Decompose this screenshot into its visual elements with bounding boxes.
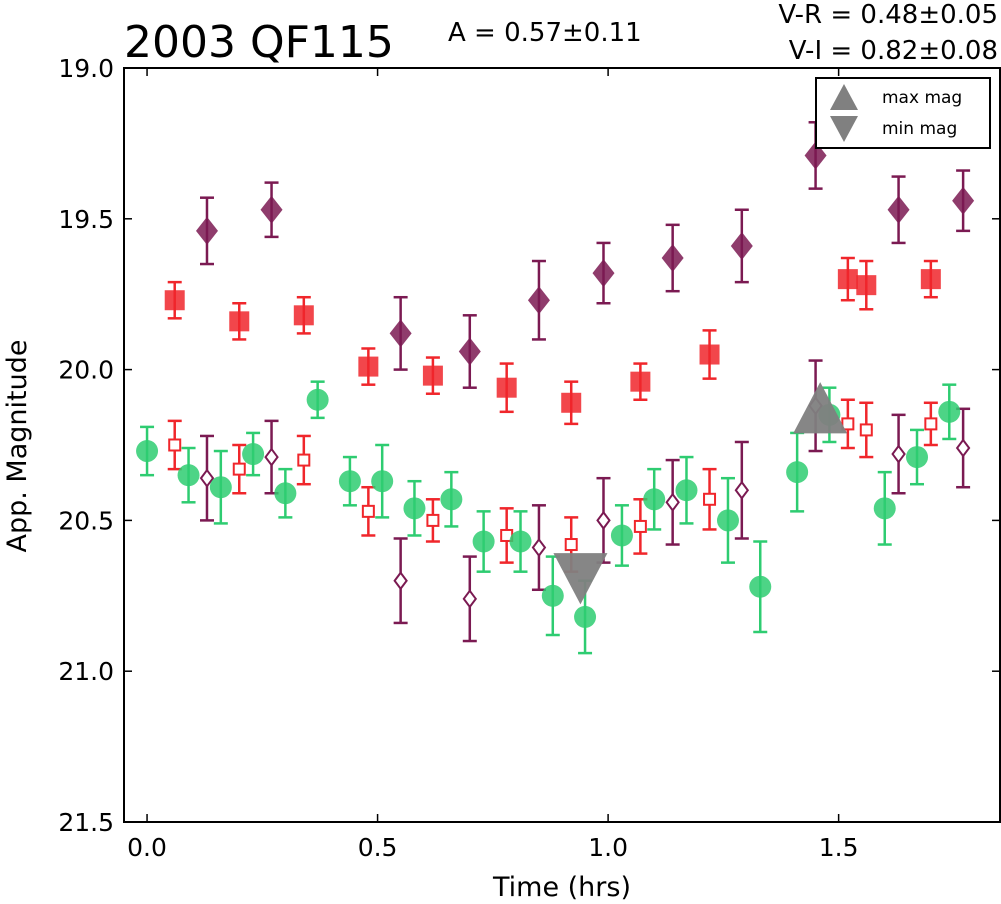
data-point xyxy=(730,231,753,260)
data-point xyxy=(164,290,185,311)
data-point xyxy=(633,519,647,533)
data-point xyxy=(703,492,717,506)
x-tick-label: 1.0 xyxy=(588,833,628,862)
data-point xyxy=(136,440,159,463)
data-point xyxy=(527,286,550,315)
data-point xyxy=(229,311,250,332)
y-tick-label: 20.0 xyxy=(58,356,114,385)
data-point xyxy=(338,470,361,493)
amplitude-label: A = 0.57±0.11 xyxy=(448,18,642,48)
data-point xyxy=(472,530,495,553)
data-point xyxy=(426,513,440,527)
data-point xyxy=(699,344,720,365)
data-point xyxy=(859,423,873,437)
legend-min-mag-marker xyxy=(830,116,858,142)
data-point xyxy=(260,195,283,224)
series-purple-filled-diamonds xyxy=(195,121,975,389)
min-mag-marker xyxy=(553,553,608,605)
color-index-vr: V-R = 0.48±0.05 xyxy=(778,0,998,30)
data-point xyxy=(887,195,910,224)
data-point xyxy=(393,571,408,591)
data-point xyxy=(358,356,379,377)
data-point xyxy=(574,605,597,628)
data-point xyxy=(856,275,877,296)
data-point xyxy=(458,337,481,366)
y-tick-label: 20.5 xyxy=(58,506,114,535)
data-point xyxy=(561,392,582,413)
data-point xyxy=(168,438,182,452)
data-point xyxy=(496,377,517,398)
data-point xyxy=(403,497,426,520)
data-point xyxy=(509,530,532,553)
x-tick-label: 0.0 xyxy=(127,833,167,862)
data-point xyxy=(873,497,896,520)
legend-max-mag-label: max mag xyxy=(882,88,962,108)
data-point xyxy=(924,417,938,431)
y-axis-label: App. Magnitude xyxy=(2,340,33,553)
data-point xyxy=(786,461,809,484)
data-point xyxy=(306,388,329,411)
data-point xyxy=(952,186,975,215)
data-point xyxy=(592,259,615,288)
legend: max mag min mag xyxy=(815,77,991,149)
data-point xyxy=(665,492,680,512)
x-tick-label: 0.5 xyxy=(358,833,398,862)
data-point xyxy=(675,479,698,502)
data-point xyxy=(531,537,547,558)
data-point xyxy=(274,482,297,505)
data-point xyxy=(841,417,855,431)
legend-min-mag-label: min mag xyxy=(882,119,957,139)
data-point xyxy=(906,446,929,469)
data-point xyxy=(610,524,633,547)
data-point xyxy=(422,365,443,386)
data-point xyxy=(199,468,215,488)
data-point xyxy=(541,584,564,607)
data-point xyxy=(955,438,971,458)
data-point xyxy=(371,470,394,493)
series-red-filled-squares xyxy=(164,256,941,426)
data-point xyxy=(462,589,478,609)
x-axis-label: Time (hrs) xyxy=(492,872,631,903)
data-point xyxy=(293,305,314,326)
data-point xyxy=(734,480,750,500)
series-green-filled-circles xyxy=(136,380,961,655)
data-point xyxy=(716,509,739,532)
axis-ticks: 0.0 0.5 1.0 1.5 19.0 19.5 20.0 20.5 21.0 21.5 xyxy=(58,54,1000,862)
plot-frame xyxy=(123,67,1001,823)
data-point xyxy=(177,464,200,487)
data-point xyxy=(209,476,232,499)
data-point xyxy=(564,538,578,552)
data-point xyxy=(891,444,906,464)
data-point xyxy=(643,488,666,511)
data-point xyxy=(389,319,412,348)
data-point xyxy=(920,269,941,290)
data-point xyxy=(297,453,311,467)
data-point xyxy=(264,447,279,467)
data-marks xyxy=(136,121,975,655)
y-tick-label: 19.5 xyxy=(58,205,114,234)
data-point xyxy=(837,269,858,290)
max-mag-marker xyxy=(793,382,848,434)
series-purple-open-diamonds xyxy=(199,359,971,643)
legend-max-mag-marker xyxy=(830,84,858,110)
chart-title: 2003 QF115 xyxy=(124,17,394,68)
data-point xyxy=(195,216,218,245)
y-tick-label: 19.0 xyxy=(58,54,114,83)
data-point xyxy=(630,371,651,392)
data-point xyxy=(232,462,246,476)
data-point xyxy=(440,488,463,511)
x-tick-label: 1.5 xyxy=(819,833,859,862)
data-point xyxy=(596,510,611,531)
data-point xyxy=(749,575,772,598)
data-point xyxy=(361,504,375,518)
y-tick-label: 21.0 xyxy=(58,657,114,686)
color-index-vi: V-I = 0.82±0.08 xyxy=(789,36,998,66)
y-tick-label: 21.5 xyxy=(58,808,114,837)
data-point xyxy=(661,244,684,273)
data-point xyxy=(242,443,265,466)
data-point xyxy=(938,400,961,423)
